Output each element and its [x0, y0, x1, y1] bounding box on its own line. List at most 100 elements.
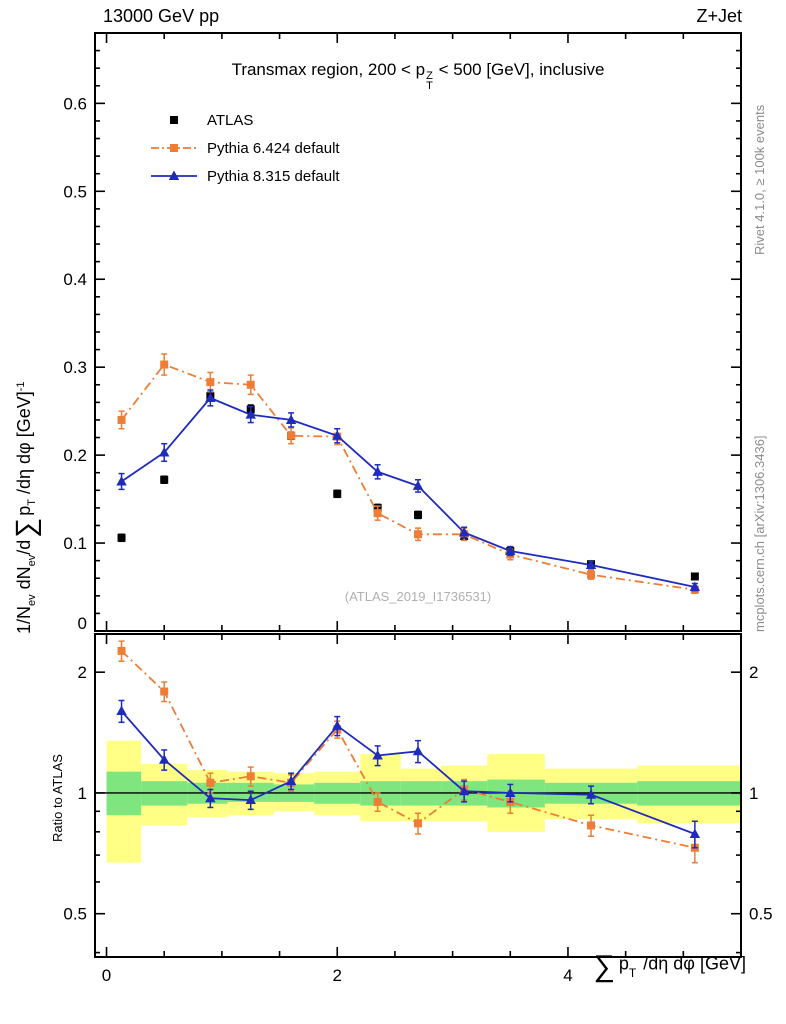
x-axis-label: ∑ pT /dη dφ [GeV]	[594, 950, 746, 984]
ylabel-p3: /d	[13, 539, 34, 555]
series-line	[120, 363, 696, 591]
main-y-axis-label: 1/Nev dNev/d∑pT /dη dφ [GeV]-1	[10, 381, 42, 634]
data-point	[246, 772, 255, 781]
data-point	[690, 572, 699, 581]
legend: ATLAS Pythia 6.424 default Pythia 8.315 …	[150, 106, 340, 190]
xlabel-psub: T	[628, 965, 637, 980]
legend-label-pythia6: Pythia 6.424 default	[207, 139, 340, 157]
data-point	[117, 646, 126, 655]
data-point	[458, 785, 470, 796]
svg-text:1: 1	[78, 784, 87, 803]
data-point	[585, 789, 597, 799]
svg-text:0.2: 0.2	[63, 446, 87, 465]
svg-text:0.1: 0.1	[63, 534, 87, 553]
ratio-panel-frame	[94, 633, 742, 958]
plot-title-pre: Transmax region, 200 < p	[231, 60, 426, 79]
data-point	[117, 533, 126, 542]
ylabel-p4sub: T	[25, 498, 38, 506]
data-point	[587, 821, 596, 830]
svg-text:0.5: 0.5	[63, 182, 87, 201]
xlabel-p: p	[618, 953, 629, 974]
data-point	[205, 392, 216, 402]
svg-text:2: 2	[749, 663, 758, 682]
data-point	[689, 581, 701, 592]
data-point	[372, 749, 383, 760]
ratio-y-axis-label: Ratio to ATLAS	[50, 754, 65, 842]
data-point	[373, 797, 382, 806]
svg-text:0: 0	[78, 614, 87, 633]
pythia6-marker-icon	[150, 139, 198, 157]
ylabel-p1: 1/N	[13, 605, 34, 634]
data-point	[160, 475, 169, 484]
ylabel-p2sub: ev	[25, 554, 38, 567]
data-point	[246, 380, 255, 389]
svg-text:2: 2	[78, 663, 87, 682]
svg-text:4: 4	[563, 966, 572, 985]
data-point	[332, 720, 343, 730]
svg-text:0.4: 0.4	[63, 270, 87, 289]
data-point	[332, 430, 343, 440]
data-point	[116, 476, 127, 486]
svg-text:0.3: 0.3	[63, 358, 87, 377]
svg-text:0.5: 0.5	[749, 905, 773, 924]
series-line	[120, 710, 696, 835]
svg-text:0.5: 0.5	[63, 905, 87, 924]
xlabel-rest: /dη dφ [GeV]	[638, 953, 746, 974]
legend-row-pythia6: Pythia 6.424 default	[150, 134, 340, 162]
legend-label-pythia8: Pythia 8.315 default	[207, 167, 340, 185]
plot-title-sup: Z	[426, 69, 433, 82]
data-point	[585, 559, 597, 570]
legend-row-pythia8: Pythia 8.315 default	[150, 162, 340, 190]
data-point	[372, 466, 383, 476]
data-point	[117, 415, 126, 424]
data-point	[412, 745, 424, 756]
svg-text:2: 2	[333, 966, 342, 985]
sigma-x-symbol: ∑	[593, 950, 615, 983]
data-point	[414, 819, 422, 828]
data-point	[287, 431, 296, 440]
data-point	[159, 754, 170, 764]
svg-text:1: 1	[749, 784, 758, 803]
series-line	[120, 396, 696, 588]
plot-title-post: < 500 [GeV], inclusive	[433, 60, 605, 79]
plot-title-sub: T	[426, 80, 433, 93]
process-label: Z+Jet	[696, 6, 742, 26]
data-point	[159, 446, 170, 457]
ylabel-p5: /dη dφ [GeV]	[13, 391, 34, 499]
data-point	[206, 378, 215, 387]
pythia8-marker-icon	[150, 167, 198, 185]
ylabel-p4: p	[13, 505, 34, 516]
data-point	[373, 509, 382, 518]
data-point	[505, 545, 516, 555]
data-point	[412, 480, 424, 490]
atlas-marker-icon	[150, 111, 198, 129]
data-point	[160, 687, 169, 696]
data-point	[414, 510, 422, 519]
data-point	[587, 570, 596, 579]
analysis-id-watermark: (ATLAS_2019_I1736531)	[344, 589, 492, 604]
data-point	[689, 828, 701, 839]
svg-text:0.6: 0.6	[63, 94, 87, 113]
data-point	[245, 794, 256, 805]
ylabel-p2: dN	[13, 566, 34, 595]
svg-text:0: 0	[102, 966, 111, 985]
data-point	[505, 787, 516, 797]
mcplots-reference-note: mcplots.cern.ch [arXiv:1306.3436]	[752, 435, 767, 632]
data-point	[414, 530, 422, 539]
data-point	[206, 778, 215, 787]
data-point	[285, 775, 297, 786]
ylabel-p1sub: ev	[25, 594, 38, 606]
data-point	[285, 414, 297, 424]
beam-energy-label: 13000 GeV pp	[103, 6, 220, 26]
data-point	[458, 527, 470, 537]
data-point	[245, 409, 256, 419]
rivet-version-note: Rivet 4.1.0, ≥ 100k events	[752, 104, 767, 255]
series-line	[120, 650, 696, 849]
data-point	[116, 705, 127, 716]
sigma-symbol: ∑	[10, 517, 41, 538]
data-point	[160, 360, 169, 369]
legend-label-atlas: ATLAS	[207, 111, 254, 129]
